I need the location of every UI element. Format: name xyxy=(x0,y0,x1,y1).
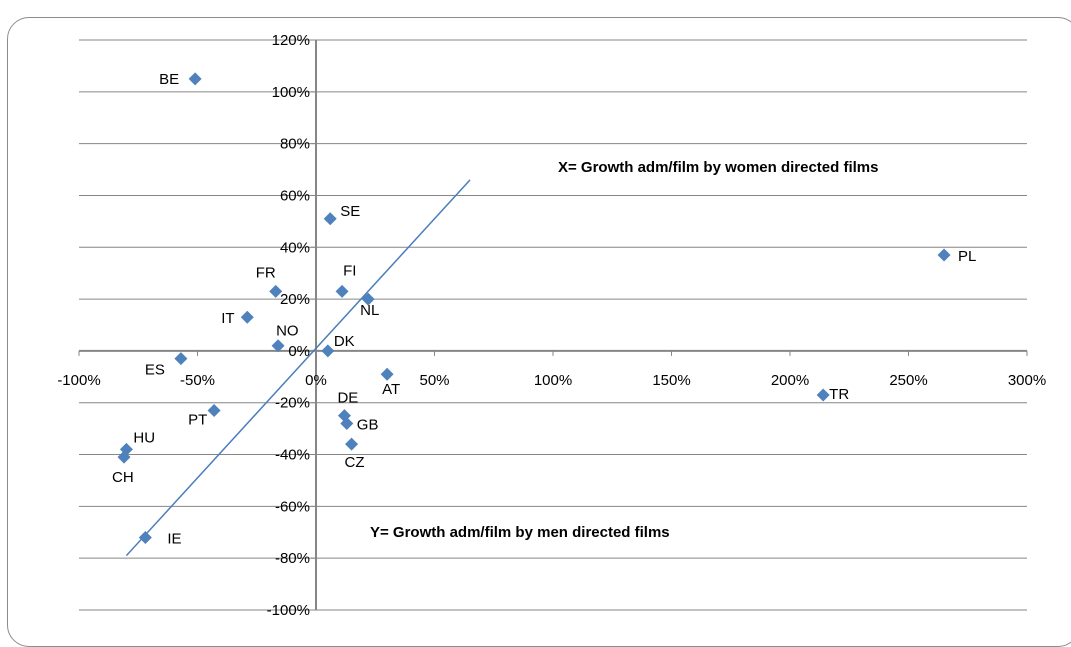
y-tick-label-0: 120% xyxy=(272,32,310,49)
x-tick-labels: -100% -50% 0% 50% 100% 150% 200% 250% 300% xyxy=(57,350,1046,389)
y-tick-label-8: -40% xyxy=(275,447,310,464)
point-label-nl: NL xyxy=(360,302,379,319)
point-marker-nl xyxy=(361,292,375,306)
y-tick-label-5: 20% xyxy=(280,291,310,308)
point-marker-fi xyxy=(335,284,349,298)
x-tick-label-6: 200% xyxy=(771,372,809,389)
y-definition-annotation: Y= Growth adm/film by men directed films xyxy=(370,524,670,541)
x-tick-label-4: 100% xyxy=(534,372,572,389)
point-marker-es xyxy=(174,352,188,366)
x-tick-label-8: 300% xyxy=(1008,372,1046,389)
y-tick-label-10: -80% xyxy=(275,550,310,567)
point-label-at: AT xyxy=(382,381,400,398)
y-tick-label-11: -100% xyxy=(267,602,310,619)
point-marker-it xyxy=(240,310,254,324)
point-marker-se xyxy=(323,212,337,226)
x-tick-label-7: 250% xyxy=(889,372,927,389)
chart-frame xyxy=(7,17,1071,647)
point-label-fr: FR xyxy=(256,264,276,281)
point-label-it: IT xyxy=(221,310,234,327)
x-tick-label-0: -100% xyxy=(57,372,100,389)
point-marker-pt xyxy=(207,404,221,417)
x-tick-label-5: 150% xyxy=(652,372,690,389)
y-tick-label-3: 60% xyxy=(280,187,310,204)
point-label-ch: CH xyxy=(112,469,134,486)
point-label-cz: CZ xyxy=(345,454,365,471)
point-label-pt: PT xyxy=(188,412,207,429)
point-label-de: DE xyxy=(337,390,358,407)
point-label-se: SE xyxy=(340,203,360,220)
point-labels: BE SE PL FR FI NL IT NO DK ES AT TR PT DE GB CZ HU CH IE xyxy=(112,71,976,548)
point-marker-cz xyxy=(345,437,359,451)
point-label-tr: TR xyxy=(829,386,849,403)
data-points xyxy=(117,72,951,544)
point-label-dk: DK xyxy=(334,333,355,350)
y-tick-labels: 120% 100% 80% 60% 40% 20% 0% -20% -40% -60% -80% -1… xyxy=(267,32,316,619)
y-tick-label-7: -20% xyxy=(275,395,310,412)
point-label-fi: FI xyxy=(343,262,356,279)
point-marker-be xyxy=(188,72,202,86)
point-label-hu: HU xyxy=(133,429,155,446)
point-marker-pl xyxy=(937,248,951,262)
y-tick-label-6: 0% xyxy=(288,343,310,360)
x-definition-annotation: X= Growth adm/film by women directed fil… xyxy=(558,159,878,176)
point-label-es: ES xyxy=(145,362,165,379)
x-tick-label-2: 0% xyxy=(305,372,327,389)
point-marker-ch xyxy=(117,450,131,464)
point-label-be: BE xyxy=(159,71,179,88)
y-tick-label-2: 80% xyxy=(280,136,310,153)
point-marker-fr xyxy=(269,284,283,298)
point-label-ie: IE xyxy=(167,530,181,547)
point-label-no: NO xyxy=(276,323,299,340)
trendline xyxy=(125,179,471,557)
y-tick-label-9: -60% xyxy=(275,498,310,515)
scatter-chart: -100% -50% 0% 50% 100% 150% 200% 250% 300% 120%1… xyxy=(57,32,1046,619)
point-marker-gb xyxy=(340,416,354,430)
point-marker-dk xyxy=(321,344,335,358)
point-marker-no xyxy=(271,339,285,353)
point-label-pl: PL xyxy=(958,248,976,265)
point-marker-tr xyxy=(816,388,830,402)
point-marker-ie xyxy=(138,530,152,544)
point-label-gb: GB xyxy=(357,416,379,433)
y-tick-label-4: 40% xyxy=(280,239,310,256)
x-tick-label-3: 50% xyxy=(419,372,449,389)
x-tick-label-1: -50% xyxy=(180,372,215,389)
point-marker-at xyxy=(380,367,394,381)
y-tick-label-1: 100% xyxy=(272,84,310,101)
